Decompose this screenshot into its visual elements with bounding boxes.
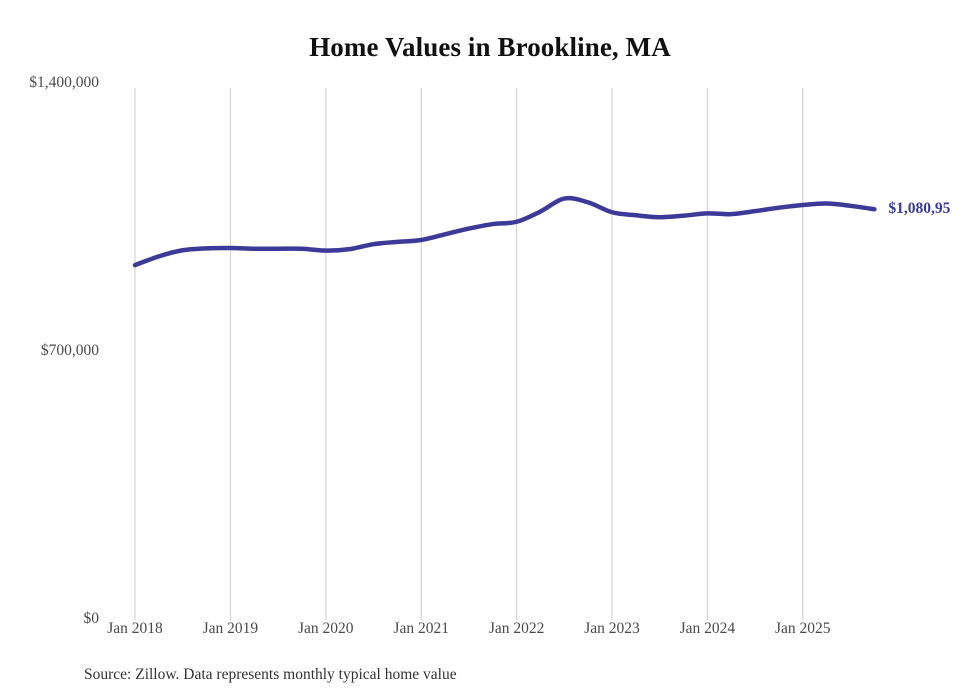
- source-note: Source: Zillow. Data represents monthly …: [84, 666, 457, 683]
- x-tick-label-jan-2021: Jan 2021: [393, 620, 449, 637]
- x-tick-label-jan-2022: Jan 2022: [488, 620, 545, 637]
- gridlines: [134, 88, 804, 620]
- x-tick-label-jan-2025: Jan 2025: [775, 620, 831, 637]
- x-tick-label-jan-2019: Jan 2019: [202, 620, 259, 637]
- end-value-annotation: $1,080,95: [888, 200, 951, 218]
- y-axis: $1,400,000 $700,000 $0: [0, 0, 99, 699]
- chart-title: Home Values in Brookline, MA: [309, 32, 671, 62]
- data-line-typical-home-value: [132, 195, 877, 268]
- y-tick-label-0: $0: [83, 610, 100, 627]
- x-tick-label-jan-2020: Jan 2020: [298, 620, 354, 637]
- x-tick-label-jan-2018: Jan 2018: [107, 620, 163, 637]
- x-tick-label-jan-2023: Jan 2023: [584, 620, 640, 637]
- y-tick-label-700000: $700,000: [40, 342, 99, 359]
- x-tick-label-jan-2024: Jan 2024: [679, 620, 736, 637]
- y-tick-label-1400000: $1,400,000: [29, 74, 99, 91]
